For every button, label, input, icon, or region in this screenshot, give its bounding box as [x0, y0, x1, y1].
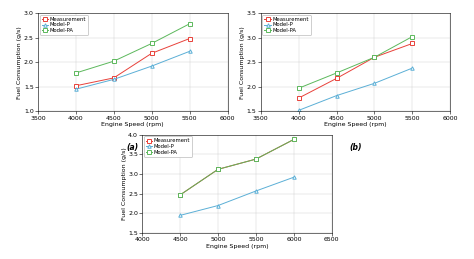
Line: Model-P: Model-P	[297, 66, 414, 112]
X-axis label: Engine Speed (rpm): Engine Speed (rpm)	[101, 122, 164, 127]
Model-PA	[187, 22, 192, 25]
Model-P	[410, 67, 415, 70]
Text: (b): (b)	[349, 143, 362, 152]
Model-P	[149, 64, 155, 68]
Measurement	[149, 52, 155, 55]
Legend: Measurement, Model-P, Model-PA: Measurement, Model-P, Model-PA	[144, 136, 192, 157]
X-axis label: Engine Speed (rpm): Engine Speed (rpm)	[324, 122, 387, 127]
Model-P	[253, 189, 259, 192]
Measurement	[291, 138, 297, 141]
Model-P	[111, 78, 117, 81]
Model-PA	[410, 35, 415, 38]
Model-PA	[253, 157, 259, 161]
Legend: Measurement, Model-P, Model-PA: Measurement, Model-P, Model-PA	[39, 15, 88, 35]
Model-PA	[334, 71, 339, 75]
Model-P	[215, 204, 221, 207]
Y-axis label: Fuel Consumption (g/s): Fuel Consumption (g/s)	[240, 26, 245, 98]
Measurement	[372, 56, 377, 59]
Y-axis label: Fuel Consumption (g/s): Fuel Consumption (g/s)	[122, 148, 127, 220]
Line: Measurement: Measurement	[297, 42, 414, 100]
Model-PA	[372, 56, 377, 59]
Model-P	[334, 94, 339, 97]
X-axis label: Engine Speed (rpm): Engine Speed (rpm)	[206, 244, 268, 249]
Line: Model-P: Model-P	[178, 175, 296, 217]
Text: (a): (a)	[127, 143, 139, 152]
Measurement	[177, 193, 183, 197]
Y-axis label: Fuel Consumption (g/s): Fuel Consumption (g/s)	[18, 26, 22, 98]
Measurement	[187, 37, 192, 40]
Line: Measurement: Measurement	[74, 37, 191, 88]
Measurement	[73, 84, 79, 87]
Measurement	[111, 76, 117, 80]
Model-P	[187, 50, 192, 53]
Measurement	[334, 77, 339, 80]
Model-P	[177, 214, 183, 217]
Measurement	[296, 97, 301, 100]
Model-P	[372, 82, 377, 85]
Model-PA	[111, 60, 117, 63]
Model-PA	[73, 71, 79, 75]
Model-P	[296, 109, 301, 112]
Line: Model-PA: Model-PA	[178, 138, 296, 197]
Model-PA	[291, 138, 297, 141]
Measurement	[253, 157, 259, 161]
Line: Measurement: Measurement	[178, 138, 296, 197]
Model-P	[291, 176, 297, 179]
Model-PA	[296, 87, 301, 90]
Measurement	[215, 168, 221, 171]
Line: Model-P: Model-P	[74, 49, 191, 91]
Line: Model-PA: Model-PA	[74, 22, 191, 75]
Model-P	[73, 88, 79, 91]
Measurement	[410, 42, 415, 45]
Legend: Measurement, Model-P, Model-PA: Measurement, Model-P, Model-PA	[262, 15, 311, 35]
Model-PA	[215, 168, 221, 171]
Model-PA	[177, 193, 183, 197]
Model-PA	[149, 42, 155, 45]
Line: Model-PA: Model-PA	[297, 35, 414, 90]
